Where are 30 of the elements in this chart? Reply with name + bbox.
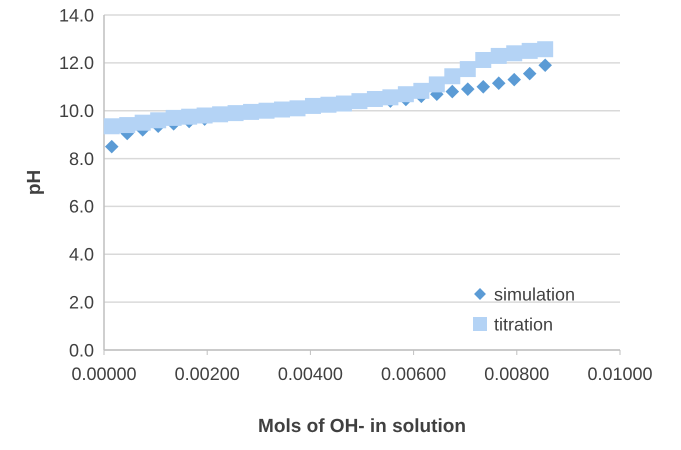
y-tick-label: 6.0 — [68, 196, 94, 217]
x-tick-label: 0.00600 — [381, 364, 446, 384]
x-tick-label: 0.00400 — [278, 364, 343, 384]
y-tick-label: 2.0 — [68, 292, 94, 312]
x-tick-label: 0.00000 — [71, 364, 137, 384]
y-tick-label: 14.0 — [58, 5, 94, 26]
point — [507, 72, 522, 86]
x-tick-label: 0.00200 — [174, 364, 240, 384]
legend-label: simulation — [494, 284, 576, 304]
point — [475, 52, 492, 68]
point — [444, 68, 460, 84]
y-axis-title: pH — [24, 170, 45, 196]
legend-label: titration — [494, 314, 554, 334]
x-axis-title: Mols of OH- in solution — [258, 416, 466, 437]
y-tick-label: 0.0 — [68, 340, 94, 360]
x-tick-label: 0.00800 — [484, 364, 550, 384]
y-tick-label: 10.0 — [58, 101, 94, 122]
point — [537, 41, 554, 58]
point — [492, 76, 506, 90]
point — [446, 84, 460, 98]
point — [522, 66, 536, 80]
point — [428, 76, 445, 92]
y-tick-label: 12.0 — [58, 53, 94, 74]
point — [538, 58, 552, 72]
point — [460, 82, 475, 96]
y-tick-label: 8.0 — [68, 148, 94, 169]
y-tick-label: 4.0 — [68, 244, 94, 265]
x-tick-label: 0.01000 — [587, 364, 653, 384]
point — [460, 61, 476, 78]
point — [104, 118, 120, 134]
